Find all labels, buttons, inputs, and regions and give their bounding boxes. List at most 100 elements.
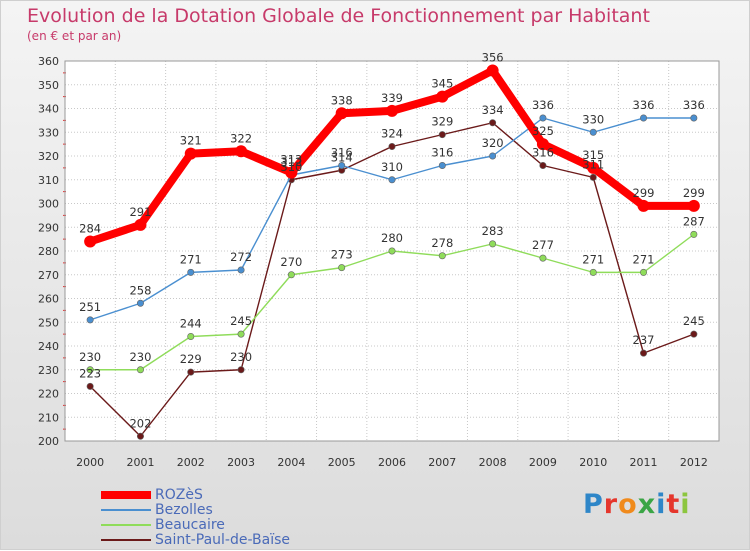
x-tick-label: 2009: [529, 456, 557, 469]
data-point: [438, 252, 446, 260]
data-label: 312: [280, 155, 302, 169]
data-point: [690, 114, 698, 122]
x-tick-label: 2004: [277, 456, 305, 469]
legend-swatch-beaucaire: [101, 524, 151, 526]
proxiti-logo-letter: r: [603, 489, 619, 520]
data-label: 277: [532, 238, 554, 252]
data-point: [589, 128, 597, 136]
data-label: 280: [381, 231, 403, 245]
legend-swatch-bezolles: [101, 509, 151, 511]
data-point: [388, 176, 396, 184]
proxiti-logo-letter: o: [618, 489, 638, 520]
data-label: 202: [129, 416, 151, 430]
proxiti-logo-letter: i: [656, 489, 667, 520]
data-label: 314: [331, 150, 353, 164]
data-label: 230: [230, 350, 252, 364]
data-point: [136, 299, 144, 307]
data-label: 245: [230, 314, 252, 328]
data-point: [86, 382, 94, 390]
legend-swatch-saint-paul: [101, 539, 151, 541]
y-tick-label: 300: [38, 198, 59, 211]
data-label: 320: [482, 136, 504, 150]
data-label: 299: [683, 186, 705, 200]
x-tick-label: 2001: [126, 456, 154, 469]
data-point: [536, 138, 549, 151]
data-label: 278: [431, 236, 453, 250]
data-point: [187, 332, 195, 340]
y-tick-label: 320: [38, 150, 59, 163]
data-point: [136, 366, 144, 374]
data-point: [285, 166, 298, 179]
legend-label-bezolles: Bezolles: [155, 502, 213, 518]
x-tick-label: 2008: [479, 456, 507, 469]
data-label: 229: [180, 352, 202, 366]
data-label: 336: [633, 98, 655, 112]
x-tick-label: 2006: [378, 456, 406, 469]
data-point: [640, 114, 648, 122]
data-label: 321: [180, 134, 202, 148]
proxiti-logo: Proxiti: [583, 489, 691, 520]
data-label: 330: [582, 112, 604, 126]
data-label: 271: [633, 252, 655, 266]
data-point: [287, 271, 295, 279]
data-point: [539, 254, 547, 262]
data-label: 237: [633, 333, 655, 347]
legend-label-beaucaire: Beaucaire: [155, 517, 225, 533]
y-tick-label: 330: [38, 126, 59, 139]
x-tick-label: 2007: [428, 456, 456, 469]
data-point: [388, 143, 396, 151]
proxiti-logo-letter: t: [666, 489, 681, 520]
y-tick-label: 230: [38, 364, 59, 377]
legend-swatch-rozes: [101, 491, 151, 499]
data-point: [587, 161, 600, 174]
data-point: [640, 268, 648, 276]
data-point: [237, 330, 245, 338]
data-label: 245: [683, 314, 705, 328]
data-point: [438, 162, 446, 170]
data-label: 356: [482, 51, 504, 65]
y-tick-label: 360: [38, 55, 59, 68]
data-point: [589, 173, 597, 181]
data-label: 324: [381, 127, 403, 141]
data-label: 291: [129, 205, 151, 219]
data-point: [187, 368, 195, 376]
legend-label-saint-paul: Saint-Paul-de-Baïse: [155, 532, 291, 548]
data-label: 287: [683, 214, 705, 228]
y-tick-label: 270: [38, 269, 59, 282]
data-label: 273: [331, 248, 353, 262]
data-label: 313: [280, 153, 302, 167]
data-label: 270: [280, 255, 302, 269]
y-tick-label: 350: [38, 79, 59, 92]
data-label: 315: [582, 148, 604, 162]
data-point: [489, 152, 497, 160]
data-label: 272: [230, 250, 252, 264]
data-label: 283: [482, 224, 504, 238]
data-label: 230: [129, 350, 151, 364]
y-tick-label: 280: [38, 245, 59, 258]
y-tick-label: 200: [38, 435, 59, 448]
data-label: 244: [180, 317, 202, 331]
data-label: 230: [79, 350, 101, 364]
data-point: [640, 349, 648, 357]
x-tick-label: 2011: [630, 456, 658, 469]
x-tick-label: 2000: [76, 456, 104, 469]
data-label: 339: [381, 91, 403, 105]
y-tick-label: 240: [38, 340, 59, 353]
y-tick-label: 250: [38, 316, 59, 329]
data-label: 311: [582, 157, 604, 171]
data-point: [134, 218, 147, 231]
y-tick-label: 290: [38, 221, 59, 234]
y-tick-label: 340: [38, 103, 59, 116]
y-tick-label: 220: [38, 388, 59, 401]
data-point: [690, 230, 698, 238]
chart-subtitle: (en € et par an): [27, 29, 122, 43]
data-label: 251: [79, 300, 101, 314]
data-point: [687, 199, 700, 212]
data-point: [486, 64, 499, 77]
data-label: 258: [129, 283, 151, 297]
legend-item-bezolles: Bezolles: [101, 502, 213, 518]
data-point: [589, 268, 597, 276]
data-label: 310: [280, 160, 302, 174]
data-point: [237, 366, 245, 374]
